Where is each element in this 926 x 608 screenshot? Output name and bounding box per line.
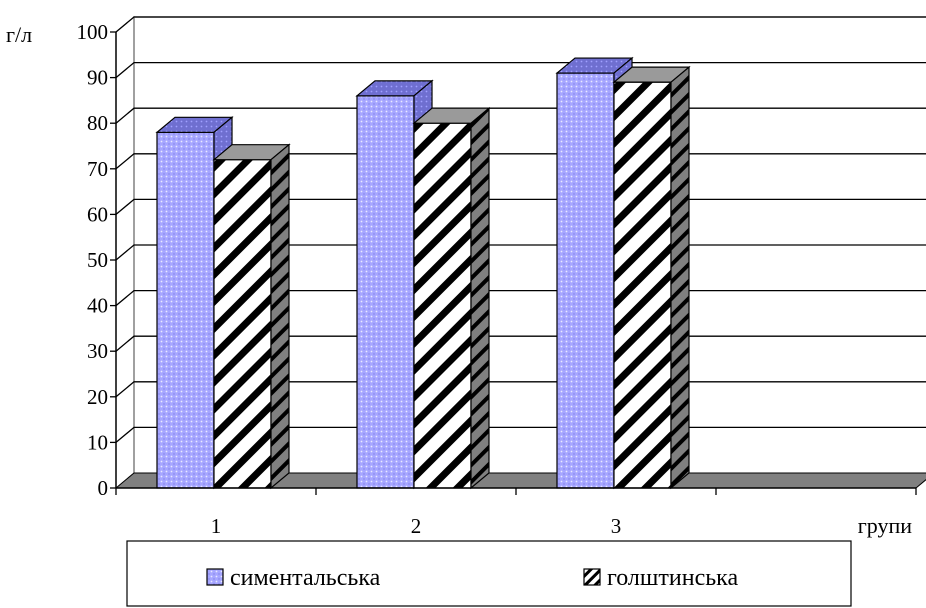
- bar-front: [413, 122, 472, 489]
- legend-swatch-holstein: [583, 568, 601, 586]
- bar-side: [470, 106, 490, 490]
- x-tick-label: 1: [211, 514, 222, 538]
- y-tick-label: 70: [87, 157, 108, 181]
- axes: [110, 31, 917, 495]
- plot-frame: [114, 15, 926, 490]
- legend-label-holstein: голштинська: [607, 565, 738, 591]
- y-axis-label: г/л: [6, 22, 32, 47]
- gridline: [115, 107, 926, 124]
- y-tick-labels: 0 10 20 30 40 50 60 70 80 90 100: [77, 20, 109, 500]
- gridline: [115, 61, 926, 79]
- x-tick-labels: 1 2 3: [211, 514, 622, 538]
- x-axis-label: групи: [858, 513, 913, 538]
- y-tick-label: 80: [87, 111, 108, 135]
- legend: симентальська голштинська: [126, 540, 852, 607]
- x-tick-label: 3: [611, 514, 622, 538]
- bar-front: [156, 131, 215, 489]
- bar-front: [213, 159, 272, 489]
- y-tick-label: 50: [87, 248, 108, 272]
- y-tick-label: 40: [87, 294, 108, 318]
- gridline: [115, 16, 926, 33]
- x-tick-label: 2: [411, 514, 422, 538]
- y-tick-label: 0: [98, 476, 109, 500]
- bar-side: [270, 143, 290, 490]
- y-tick-label: 90: [87, 66, 108, 90]
- y-tick-label: 20: [87, 385, 108, 409]
- y-tick-label: 60: [87, 202, 108, 226]
- legend-label-simental: симентальська: [230, 565, 381, 591]
- bar-front: [613, 81, 672, 489]
- bar-side: [670, 65, 690, 490]
- bars: [155, 56, 691, 490]
- y-tick-label: 100: [77, 20, 109, 44]
- bar-front: [356, 95, 415, 489]
- bar-front: [556, 72, 615, 489]
- y-tick-label: 30: [87, 339, 108, 363]
- legend-box: [126, 540, 852, 607]
- legend-swatch-simental: [206, 568, 224, 586]
- y-tick-label: 10: [87, 430, 108, 454]
